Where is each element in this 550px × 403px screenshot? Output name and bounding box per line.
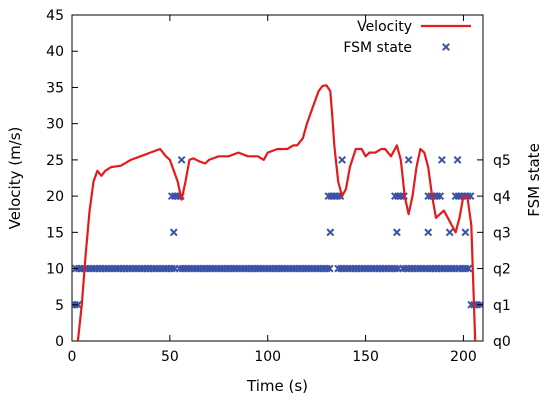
fsm-point-stroke bbox=[437, 155, 446, 164]
fsm-point bbox=[326, 228, 335, 237]
legend-swatch-fsm-state bbox=[442, 43, 450, 51]
x-tick-label: 0 bbox=[68, 349, 77, 365]
fsm-point bbox=[424, 228, 433, 237]
fsm-point-stroke bbox=[325, 264, 334, 273]
fsm-point-stroke bbox=[169, 228, 178, 237]
y-tick-label: 10 bbox=[46, 262, 64, 278]
fsm-point bbox=[325, 264, 334, 273]
fsm-point-stroke bbox=[453, 155, 462, 164]
y2-tick-label: q5 bbox=[493, 153, 511, 169]
fsm-point-stroke bbox=[326, 228, 335, 237]
fsm-point bbox=[338, 155, 346, 164]
fsm-point bbox=[177, 155, 186, 164]
y-axis-label: Velocity (m/s) bbox=[6, 127, 24, 230]
fsm-point-stroke bbox=[442, 43, 450, 51]
x-tick-label: 100 bbox=[254, 349, 281, 365]
y-tick-label: 0 bbox=[55, 334, 64, 350]
plot-area bbox=[71, 14, 484, 342]
fsm-point bbox=[445, 228, 454, 237]
x-tick-label: 200 bbox=[450, 349, 477, 365]
fsm-point-stroke bbox=[177, 155, 186, 164]
fsm-point bbox=[464, 264, 473, 273]
x-tick-label: 150 bbox=[352, 349, 379, 365]
axes-layer: 0 50 100 150 200 0 5 10 15 20 25 30 35 40 45 q0 q1 q2 q3 q4… bbox=[46, 8, 511, 365]
y2-axis-label: FSM state bbox=[525, 143, 543, 217]
legend: Velocity FSM state bbox=[343, 19, 471, 56]
fsm-point bbox=[404, 155, 413, 164]
fsm-point-stroke bbox=[404, 155, 413, 164]
y-tick-label: 20 bbox=[46, 189, 64, 205]
fsm-point-stroke bbox=[338, 155, 346, 164]
legend-marker bbox=[442, 43, 450, 51]
x-axis-label: Time (s) bbox=[246, 377, 308, 395]
fsm-point bbox=[453, 155, 462, 164]
fsm-point-stroke bbox=[445, 228, 454, 237]
fsm-point bbox=[169, 228, 178, 237]
fsm-point-stroke bbox=[436, 192, 445, 201]
y-tick-label: 15 bbox=[46, 225, 64, 241]
fsm-point-stroke bbox=[392, 228, 401, 237]
fsm-point bbox=[436, 192, 445, 201]
fsm-point-stroke bbox=[461, 228, 470, 237]
y2-tick-label: q3 bbox=[493, 225, 511, 241]
fsm-point bbox=[437, 155, 446, 164]
y-tick-label: 40 bbox=[46, 44, 64, 60]
y-tick-label: 5 bbox=[55, 298, 64, 314]
y-tick-label: 35 bbox=[46, 80, 64, 96]
legend-label-velocity: Velocity bbox=[357, 19, 412, 35]
y2-tick-label: q4 bbox=[493, 189, 511, 205]
velocity-line bbox=[76, 84, 477, 341]
y2-tick-label: q2 bbox=[493, 262, 511, 278]
fsm-state-series bbox=[72, 155, 483, 309]
y2-tick-label: q1 bbox=[493, 298, 511, 314]
y-tick-label: 30 bbox=[46, 117, 64, 133]
y-tick-label: 25 bbox=[46, 153, 64, 169]
legend-label-fsm-state: FSM state bbox=[343, 40, 412, 56]
fsm-point bbox=[461, 228, 470, 237]
x-tick-label: 50 bbox=[161, 349, 179, 365]
plot-frame bbox=[71, 14, 484, 342]
fsm-point bbox=[392, 228, 401, 237]
y-tick-label: 45 bbox=[46, 8, 64, 24]
series-layer bbox=[72, 84, 483, 341]
fsm-point-stroke bbox=[464, 264, 473, 273]
y2-tick-label: q0 bbox=[493, 334, 511, 350]
fsm-point-stroke bbox=[424, 228, 433, 237]
